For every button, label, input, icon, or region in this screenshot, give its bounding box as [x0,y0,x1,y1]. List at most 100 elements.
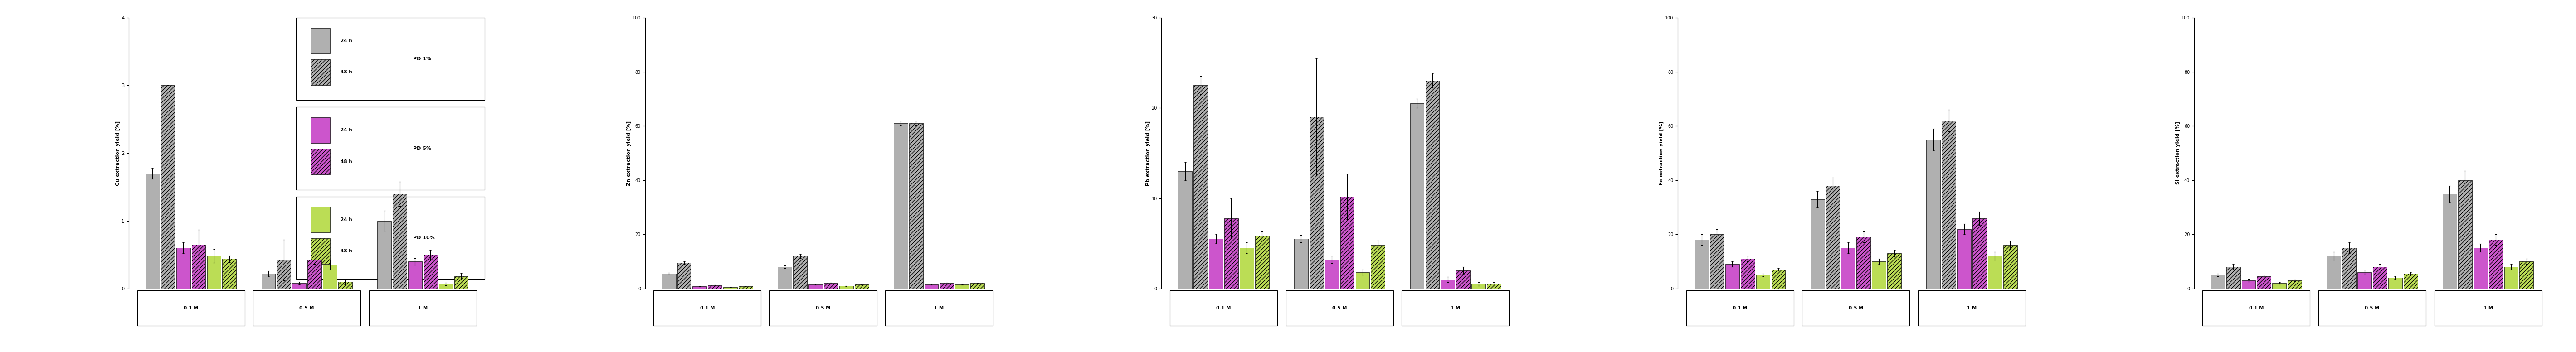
Bar [422,255,438,289]
FancyBboxPatch shape [1803,290,1909,326]
Bar [693,287,706,289]
Bar [708,285,721,289]
Bar [376,221,392,289]
FancyBboxPatch shape [2202,290,2311,326]
Bar [724,287,737,289]
Bar [1486,284,1502,289]
FancyBboxPatch shape [252,290,361,326]
Bar [2442,194,2458,289]
Text: 0.5 M: 0.5 M [299,306,314,310]
Text: 0.1 M: 0.1 M [1216,306,1231,310]
FancyBboxPatch shape [1285,290,1394,326]
Bar [855,284,868,289]
Bar [2473,248,2488,289]
Bar [894,123,907,289]
Bar [2504,267,2519,289]
Bar [840,286,853,289]
Bar [453,276,469,289]
Bar [1772,270,1785,289]
FancyBboxPatch shape [2434,290,2543,326]
FancyBboxPatch shape [654,290,760,326]
Text: 24 h: 24 h [340,218,353,222]
Bar [392,194,407,289]
Bar [1425,81,1440,289]
Bar [2519,262,2532,289]
Bar [1340,196,1355,289]
Text: 24 h: 24 h [340,38,353,43]
Bar [291,283,307,289]
Bar [1455,271,1471,289]
Bar [1741,259,1754,289]
Bar [206,256,222,289]
Bar [909,123,922,289]
Bar [1757,275,1770,289]
FancyBboxPatch shape [312,207,330,233]
Bar [175,248,191,289]
Bar [1440,279,1455,289]
Bar [1208,239,1224,289]
Bar [1177,171,1193,289]
Bar [2357,272,2372,289]
Text: 1 M: 1 M [417,306,428,310]
Bar [191,245,206,289]
FancyBboxPatch shape [312,149,330,175]
Bar [2458,180,2473,289]
Bar [1355,272,1370,289]
Bar [2257,276,2272,289]
Text: 0.1 M: 0.1 M [2249,306,2264,310]
Bar [1239,248,1255,289]
Bar [160,86,175,289]
FancyBboxPatch shape [296,107,484,190]
FancyBboxPatch shape [770,290,876,326]
FancyBboxPatch shape [1401,290,1510,326]
Bar [2226,267,2241,289]
Bar [438,284,453,289]
Text: 1 M: 1 M [1968,306,1976,310]
Bar [971,283,984,289]
Bar [1695,240,1708,289]
FancyBboxPatch shape [137,290,245,326]
Bar [1193,86,1208,289]
Bar [956,284,969,289]
Bar [1989,256,2002,289]
Bar [147,174,160,289]
Bar [407,262,422,289]
Bar [1973,218,1986,289]
Bar [1409,103,1425,289]
Text: PD 5%: PD 5% [412,146,430,151]
Bar [322,265,337,289]
Bar [1958,229,1971,289]
FancyBboxPatch shape [312,59,330,85]
Bar [778,267,791,289]
Y-axis label: Cu extraction yield [%]: Cu extraction yield [%] [116,121,121,186]
Bar [2488,240,2504,289]
Text: 0.1 M: 0.1 M [1734,306,1747,310]
Text: 0.1 M: 0.1 M [183,306,198,310]
Bar [1857,237,1870,289]
Text: 0.5 M: 0.5 M [2365,306,2380,310]
Bar [1888,253,1901,289]
Bar [1224,218,1239,289]
Bar [307,260,322,289]
Bar [2241,281,2257,289]
Text: 0.5 M: 0.5 M [1850,306,1862,310]
Text: 48 h: 48 h [340,249,353,253]
Bar [1370,245,1386,289]
Bar [739,287,752,289]
FancyBboxPatch shape [312,238,330,264]
Bar [2272,283,2287,289]
Text: 1 M: 1 M [2483,306,2494,310]
Bar [677,263,690,289]
Bar [824,283,837,289]
Text: PD 10%: PD 10% [412,235,435,240]
FancyBboxPatch shape [296,196,484,279]
Bar [940,283,953,289]
Text: 48 h: 48 h [340,70,353,74]
FancyBboxPatch shape [312,117,330,143]
Bar [1726,264,1739,289]
Bar [1842,248,1855,289]
Text: 0.1 M: 0.1 M [701,306,714,310]
Bar [2372,267,2388,289]
Bar [1471,284,1486,289]
Bar [793,256,806,289]
